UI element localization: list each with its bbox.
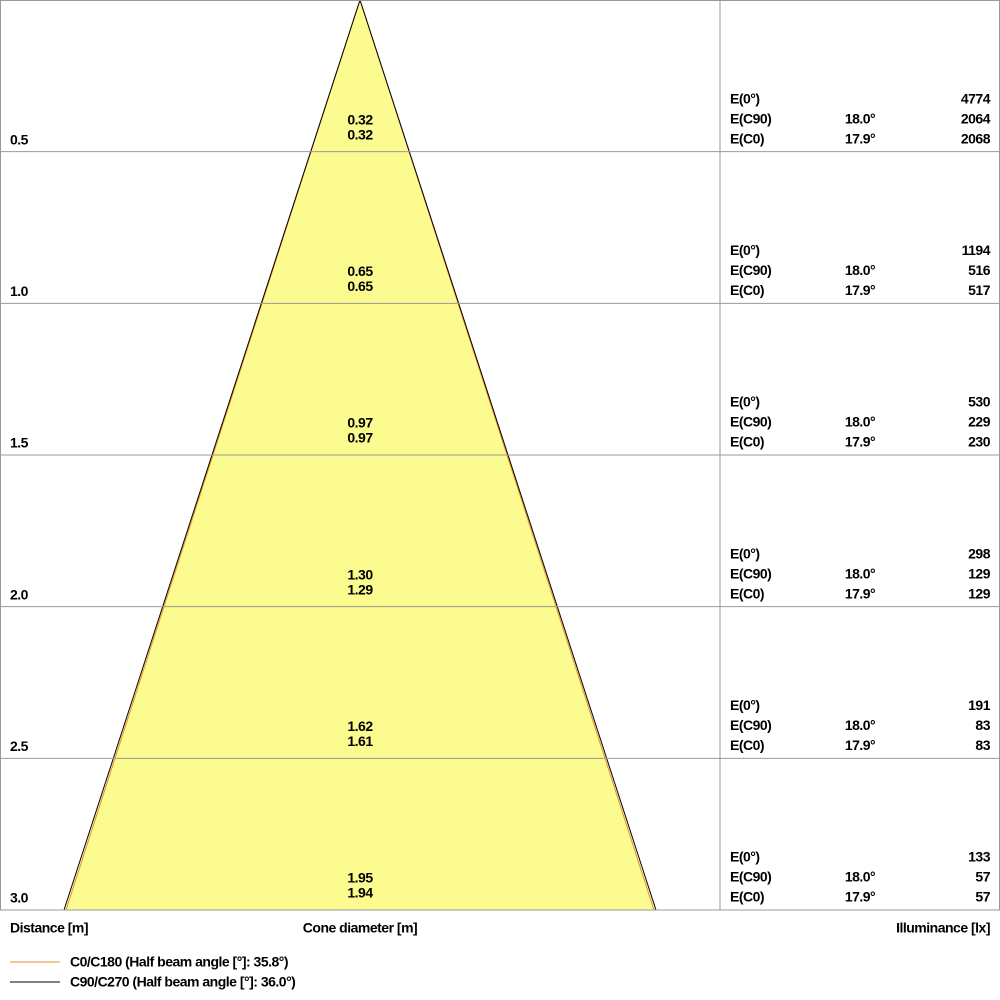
- cone-diameter: 1.29: [347, 581, 373, 597]
- illuminance-label: E(0°): [730, 545, 760, 561]
- half-angle: 18.0°: [845, 717, 875, 733]
- illuminance-label: E(0°): [730, 849, 760, 865]
- illuminance-label: E(C0): [730, 585, 764, 601]
- illuminance-value: 2068: [961, 130, 991, 146]
- cone-diameter: 1.95: [347, 870, 373, 886]
- illuminance-label: E(C90): [730, 717, 771, 733]
- half-angle: 18.0°: [845, 262, 875, 278]
- illuminance-label: E(C90): [730, 869, 771, 885]
- illuminance-label: E(C90): [730, 414, 771, 430]
- cone-diameter: 0.32: [347, 126, 373, 142]
- illuminance-value: 191: [968, 697, 991, 713]
- cone-diameter: 0.65: [347, 263, 373, 279]
- illuminance-label: E(C90): [730, 262, 771, 278]
- illuminance-value: 517: [968, 282, 991, 298]
- legend-label: C90/C270 (Half beam angle [°]: 36.0°): [70, 974, 295, 990]
- illuminance-label: E(0°): [730, 697, 760, 713]
- distance: 1.5: [10, 435, 29, 451]
- half-angle: 17.9°: [845, 130, 875, 146]
- cone-diameter: 0.97: [347, 430, 373, 446]
- illuminance-value: 129: [968, 585, 991, 601]
- legend-label: C0/C180 (Half beam angle [°]: 35.8°): [70, 954, 288, 970]
- illuminance-label: E(C0): [730, 282, 764, 298]
- illuminance-value: 57: [975, 869, 990, 885]
- illuminance-value: 530: [968, 394, 991, 410]
- illuminance-value: 1194: [962, 242, 991, 258]
- distance: 0.5: [10, 131, 29, 147]
- illuminance-value: 2064: [961, 110, 991, 126]
- illuminance-label: E(0°): [730, 242, 760, 258]
- illuminance-value: 230: [968, 434, 991, 450]
- half-angle: 17.9°: [845, 737, 875, 753]
- illuminance-value: 83: [975, 737, 990, 753]
- illuminance-value: 298: [968, 545, 991, 561]
- half-angle: 18.0°: [845, 565, 875, 581]
- illuminance-label: E(C0): [730, 737, 764, 753]
- half-angle: 18.0°: [845, 869, 875, 885]
- illuminance-value: 129: [968, 565, 991, 581]
- distance: 2.0: [10, 586, 29, 602]
- illuminance-value: 133: [968, 849, 991, 865]
- illuminance-label: E(C0): [730, 130, 764, 146]
- half-angle: 18.0°: [845, 110, 875, 126]
- distance: 3.0: [10, 890, 29, 906]
- distance: 1.0: [10, 283, 29, 299]
- illuminance-value: 57: [975, 889, 990, 905]
- cone-diameter: 1.30: [347, 566, 373, 582]
- half-angle: 17.9°: [845, 585, 875, 601]
- cone-diameter: 1.94: [347, 885, 373, 901]
- illuminance-label: E(C0): [730, 889, 764, 905]
- illuminance-label: E(0°): [730, 394, 760, 410]
- illuminance-value: 516: [968, 262, 991, 278]
- illuminance-label: E(C0): [730, 434, 764, 450]
- cone-diameter: 0.65: [347, 278, 373, 294]
- footer-label: Distance [m]: [10, 920, 88, 936]
- cone-diameter: 1.62: [347, 718, 373, 734]
- cone-diameter: 0.97: [347, 415, 373, 431]
- illuminance-label: E(C90): [730, 565, 771, 581]
- illuminance-value: 229: [968, 414, 991, 430]
- illuminance-value: 83: [975, 717, 990, 733]
- half-angle: 17.9°: [845, 282, 875, 298]
- distance: 2.5: [10, 738, 29, 754]
- cone-diameter: 1.61: [347, 733, 373, 749]
- illuminance-label: E(0°): [730, 90, 760, 106]
- illuminance-label: E(C90): [730, 110, 771, 126]
- half-angle: 18.0°: [845, 414, 875, 430]
- cone-diameter: 0.32: [347, 111, 373, 127]
- half-angle: 17.9°: [845, 434, 875, 450]
- half-angle: 17.9°: [845, 889, 875, 905]
- footer-label: Illuminance [lx]: [896, 920, 990, 936]
- footer-label: Cone diameter [m]: [303, 920, 417, 936]
- illuminance-value: 4774: [961, 90, 991, 106]
